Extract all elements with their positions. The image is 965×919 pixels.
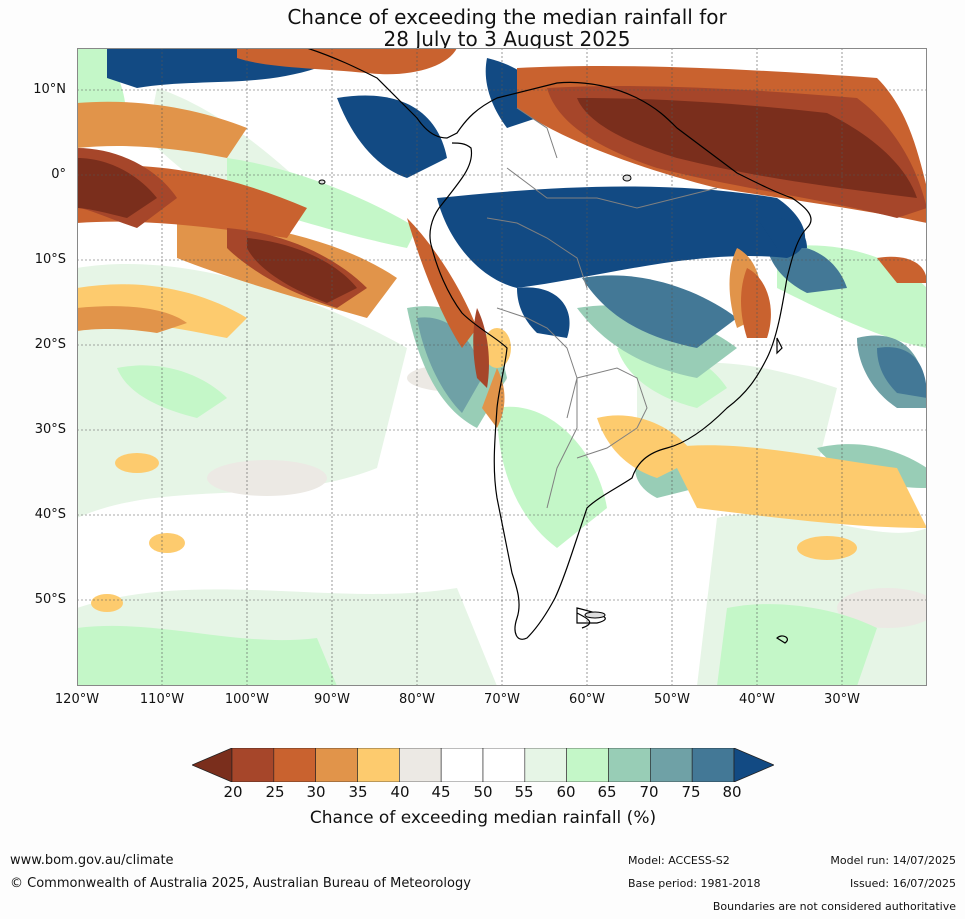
- lon-label-90w: 90°W: [314, 692, 350, 707]
- lat-label-20s: 20°S: [34, 337, 66, 352]
- colorbar-segment-45-50: [440, 747, 484, 783]
- lat-label-50s: 50°S: [34, 592, 66, 607]
- lat-label-10n: 10°N: [33, 82, 66, 97]
- website-link[interactable]: www.bom.gov.au/climate: [10, 853, 174, 868]
- colorbar-tick-20: 20: [223, 783, 243, 801]
- colorbar-tick-65: 65: [597, 783, 617, 801]
- base-period: Base period: 1981-2018: [628, 877, 761, 890]
- colorbar-segment-20-25: [231, 747, 275, 783]
- colorbar-tick-60: 60: [556, 783, 576, 801]
- graticule: [77, 48, 927, 686]
- lon-label-70w: 70°W: [484, 692, 520, 707]
- lon-label-100w: 100°W: [224, 692, 270, 707]
- model-run-date: Model run: 14/07/2025: [830, 854, 956, 867]
- copyright-notice: © Commonwealth of Australia 2025, Austra…: [10, 876, 471, 891]
- colorbar-tick-55: 55: [514, 783, 534, 801]
- lat-label-30s: 30°S: [34, 422, 66, 437]
- colorbar-segment-25-30: [273, 747, 316, 783]
- colorbar-segment-70-75: [650, 747, 693, 783]
- lon-label-30w: 30°W: [824, 692, 860, 707]
- country-borders: [486, 107, 718, 509]
- coastline: [306, 48, 812, 644]
- colorbar-segment-60-65: [566, 747, 609, 783]
- colorbar-segment-50-55: [482, 747, 526, 783]
- lon-label-40w: 40°W: [739, 692, 775, 707]
- colorbar-tick-35: 35: [348, 783, 368, 801]
- colorbar-segment-40-45: [399, 747, 442, 783]
- map-title-line1: Chance of exceeding the median rainfall …: [287, 5, 727, 29]
- colorbar-segment-55-60: [524, 747, 567, 783]
- islands: [318, 174, 632, 619]
- lon-label-110w: 110°W: [139, 692, 185, 707]
- colorbar-tick-75: 75: [681, 783, 701, 801]
- rainfall-map: [77, 48, 927, 686]
- colorbar-segment-30-35: [315, 747, 358, 783]
- colorbar-tick-80: 80: [722, 783, 742, 801]
- map-title-line2: 28 July to 3 August 2025: [383, 27, 631, 51]
- colorbar: [190, 747, 776, 783]
- colorbar-tick-40: 40: [390, 783, 410, 801]
- issued-date: Issued: 16/07/2025: [849, 877, 956, 890]
- colorbar-tick-50: 50: [473, 783, 493, 801]
- lon-label-120w: 120°W: [54, 692, 100, 707]
- colorbar-segment-35-40: [357, 747, 400, 783]
- boundaries-disclaimer: Boundaries are not considered authoritat…: [712, 900, 956, 913]
- colorbar-low-extend: [190, 747, 233, 783]
- lon-label-80w: 80°W: [399, 692, 435, 707]
- colorbar-tick-45: 45: [431, 783, 451, 801]
- colorbar-segment-65-70: [608, 747, 651, 783]
- colorbar-tick-30: 30: [306, 783, 326, 801]
- field-below-20: [77, 98, 917, 303]
- lat-label-0: 0°: [51, 167, 66, 182]
- lat-label-40s: 40°S: [34, 507, 66, 522]
- colorbar-tick-25: 25: [265, 783, 285, 801]
- colorbar-tick-70: 70: [639, 783, 659, 801]
- colorbar-segment-75-80: [691, 747, 735, 783]
- lat-label-10s: 10°S: [34, 252, 66, 267]
- lon-label-60w: 60°W: [569, 692, 605, 707]
- colorbar-high-extend: [733, 747, 776, 783]
- model-name: Model: ACCESS-S2: [628, 854, 730, 867]
- lon-label-50w: 50°W: [654, 692, 690, 707]
- colorbar-label: Chance of exceeding median rainfall (%): [309, 808, 657, 828]
